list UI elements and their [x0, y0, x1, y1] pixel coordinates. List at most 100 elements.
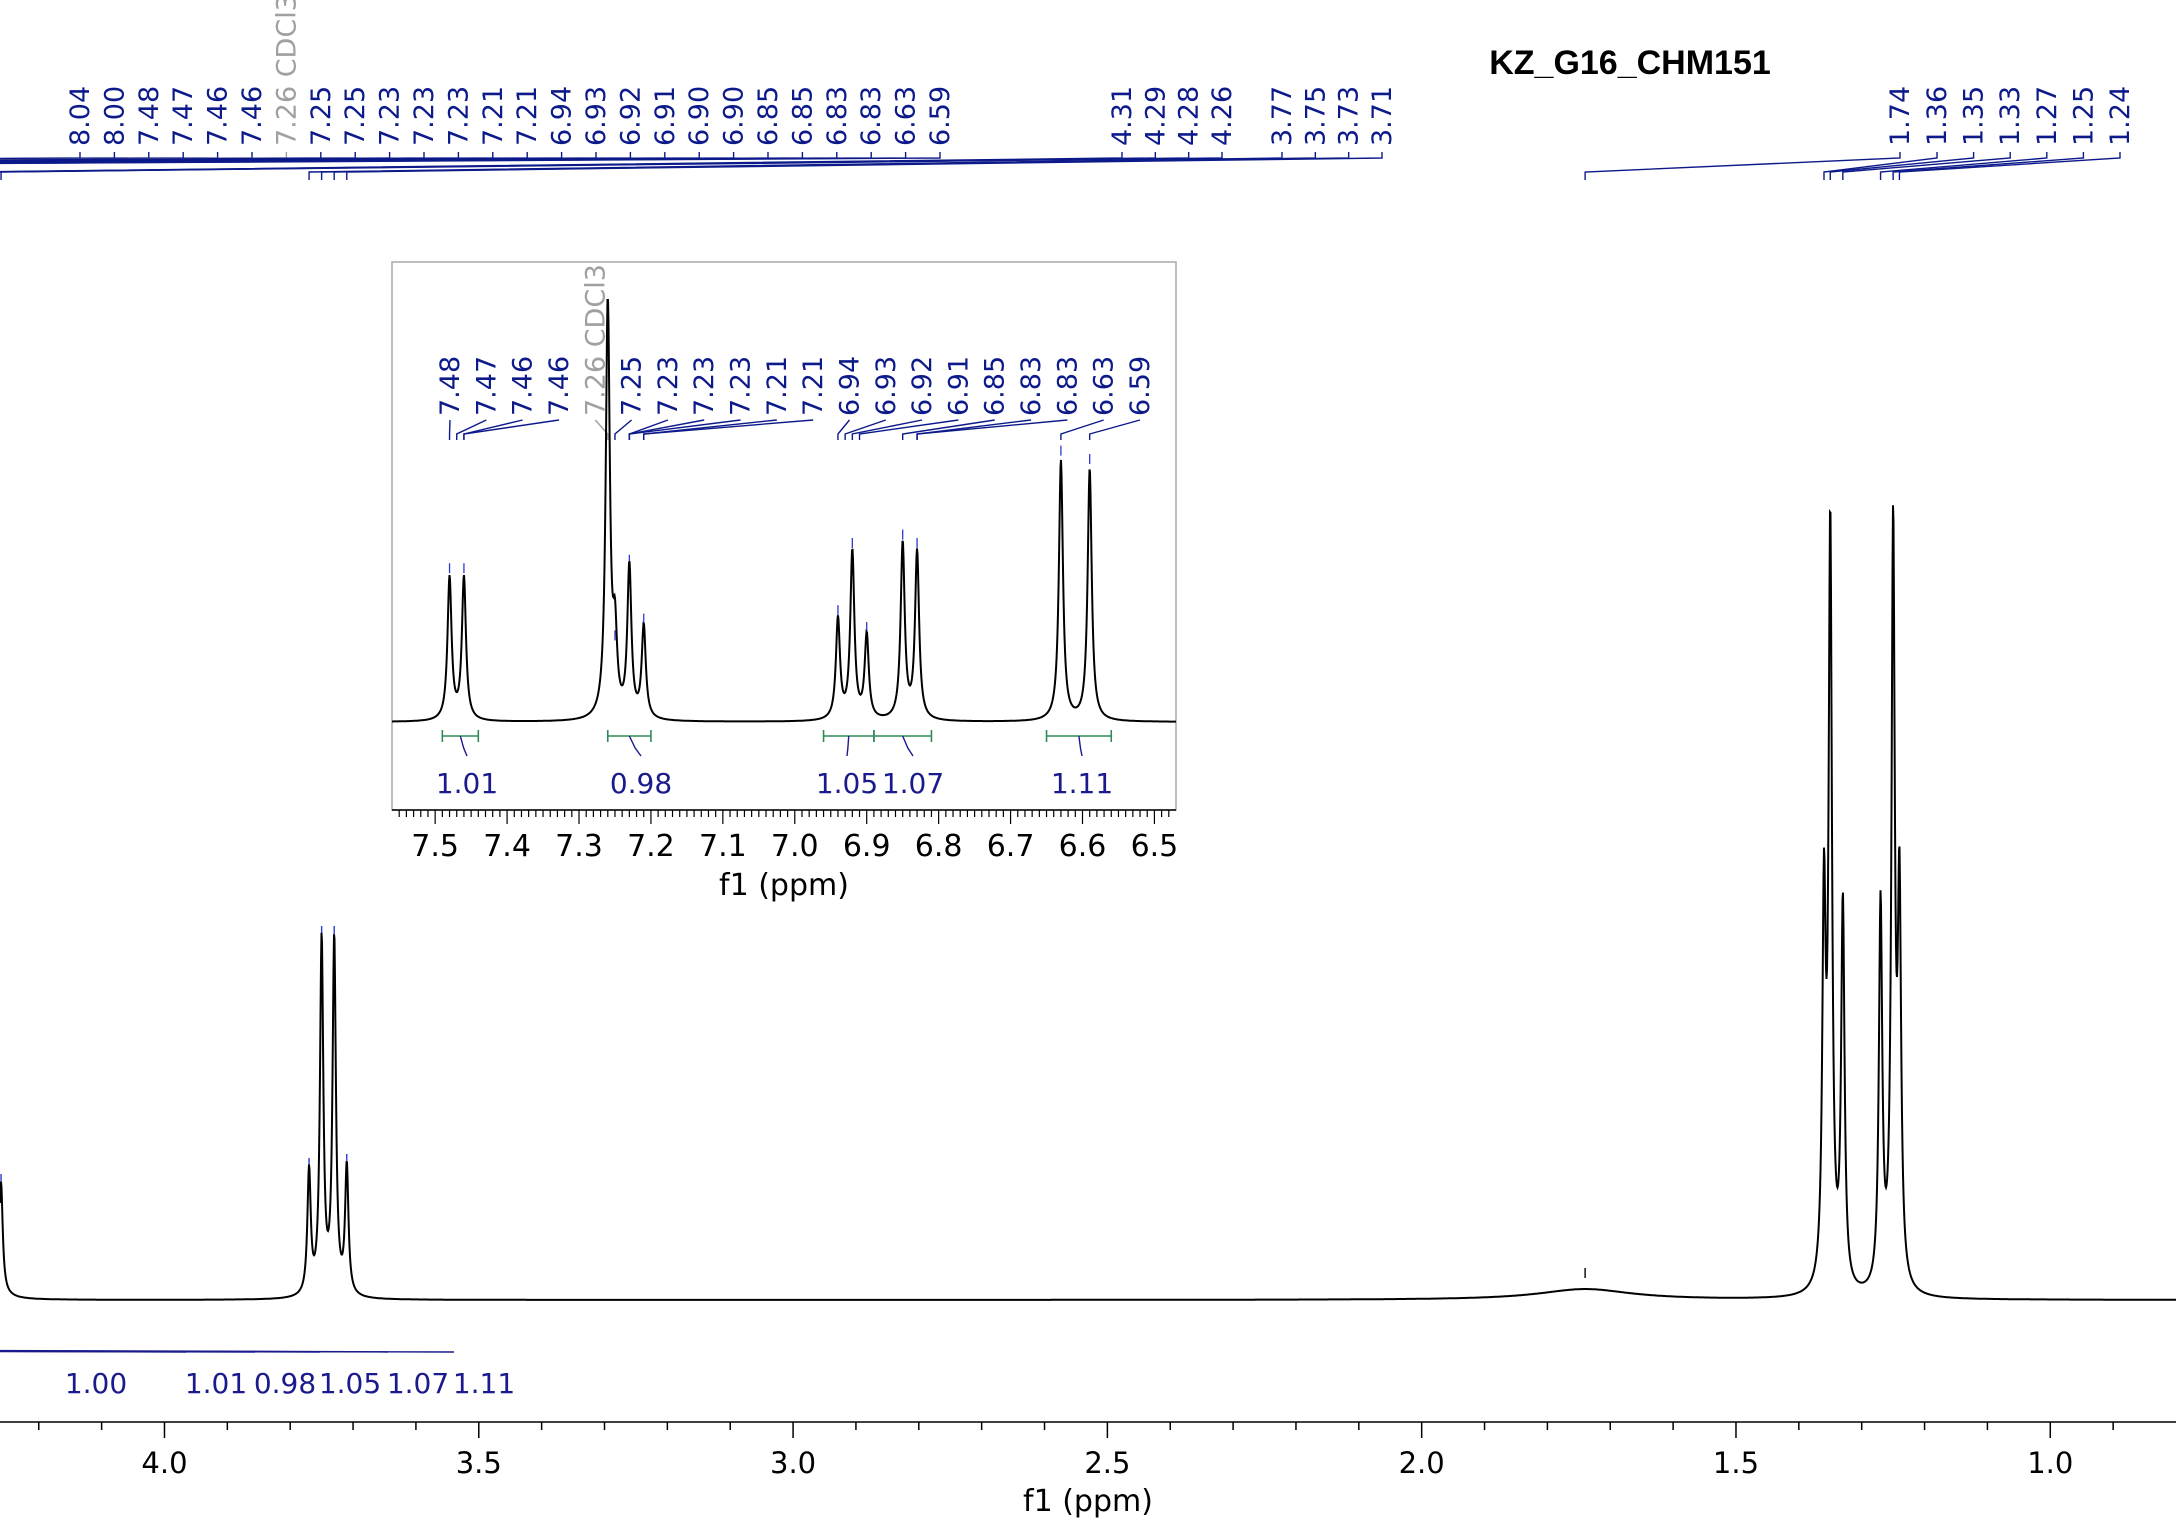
main-peak-connector [0, 152, 666, 163]
main-tick-label: 3.0 [770, 1446, 816, 1480]
main-peak-label: 6.85 [787, 86, 818, 146]
inset-integral-value: 1.05 [816, 767, 878, 800]
main-peak-connector [0, 152, 494, 162]
main-peak-connector [0, 152, 425, 162]
main-integral-connector [0, 1350, 321, 1353]
inset-peak-label: 7.23 [653, 356, 684, 416]
inset-peak-label: 7.46 [544, 356, 575, 416]
main-peak-connector [1898, 152, 2121, 180]
inset-peak-label: 7.23 [689, 356, 720, 416]
main-peak-label: 7.23 [375, 86, 406, 146]
inset-tick-label: 6.5 [1131, 829, 1179, 864]
main-integral-value: 1.05 [319, 1367, 381, 1400]
inset-peak-connector [643, 419, 814, 440]
main-peak-label: 7.21 [512, 86, 543, 146]
inset-integral-connector [1078, 735, 1083, 757]
main-peak-label: 7.23 [409, 86, 440, 146]
main-peak-label: 3.73 [1334, 86, 1365, 146]
main-integral-connector [0, 1350, 187, 1353]
main-peak-connector [0, 152, 804, 164]
inset-peak-connector [851, 419, 923, 440]
main-peak-label: 7.46 [203, 86, 234, 146]
main-peak-label: 4.28 [1174, 86, 1205, 146]
inset-peak-label: 6.83 [1016, 356, 1047, 416]
main-peak-label: 3.75 [1300, 86, 1331, 146]
inset-plot: 7.5 7.4 7.3 7.2 7.1 7.0 6.9 6.8 6.7 6.6 6.5 7.48 7.… [391, 261, 1179, 903]
main-peak-label: 3.71 [1367, 86, 1398, 146]
main-peak-connector [0, 152, 322, 161]
main-peak-label: 6.90 [684, 86, 715, 146]
inset-peak-connector [456, 419, 487, 440]
main-tick-label: 4.0 [141, 1446, 187, 1480]
inset-peak-connector [614, 419, 633, 440]
main-peak-connector [0, 152, 356, 161]
main-integral-value: 1.01 [185, 1367, 247, 1400]
inset-integral-value: 1.07 [882, 767, 944, 800]
inset-integral-connector [628, 735, 642, 757]
main-peak-label: 6.63 [891, 86, 922, 146]
inset-tick-label: 6.7 [987, 829, 1035, 864]
inset-peak-label: 7.46 [508, 356, 539, 416]
inset-peak-connector [628, 419, 741, 440]
main-peak-connector [0, 152, 1190, 173]
inset-peak-connector [463, 419, 560, 440]
main-peak-label: 6.93 [581, 86, 612, 146]
main-peak-connector [0, 152, 1223, 180]
inset-peak-label: 6.93 [871, 356, 902, 416]
inset-integral-value: 1.11 [1051, 767, 1113, 800]
main-peak-label: 6.90 [719, 86, 750, 146]
main-peak-connector [0, 152, 907, 164]
main-peak-label: 8.00 [99, 86, 130, 146]
inset-peak-label: 7.25 [617, 356, 648, 416]
inset-integral-connector [902, 735, 914, 757]
main-peak-label: 4.26 [1207, 86, 1238, 146]
inset-peak-connector [594, 419, 609, 440]
inset-tick-label: 6.6 [1059, 829, 1107, 864]
main-peak-connector [0, 152, 872, 164]
main-peak-connector [1879, 152, 2048, 180]
main-peak-label: 4.29 [1140, 86, 1171, 146]
main-integral-connector [0, 1350, 389, 1353]
inset-frame [391, 261, 1177, 811]
main-peak-label: 6.83 [856, 86, 887, 146]
main-peak-connector [0, 152, 528, 162]
main-peak-connector [0, 152, 150, 160]
main-peak-label: 7.26 CDCl3 [271, 0, 302, 146]
main-peak-label: 3.77 [1267, 86, 1298, 146]
main-integral-value: 1.11 [453, 1367, 515, 1400]
inset-tick-label: 6.8 [915, 829, 963, 864]
inset-integral-connector [459, 735, 468, 757]
main-peak-label: 1.35 [1959, 86, 1990, 146]
main-tick-label: 1.5 [1713, 1446, 1759, 1480]
inset-peak-label: 7.48 [435, 356, 466, 416]
inset-peak-connector [901, 419, 995, 440]
main-tick-label: 1.0 [2027, 1446, 2073, 1480]
inset-tick-label: 7.1 [699, 829, 747, 864]
main-peak-connector [1829, 152, 1975, 180]
inset-peak-label: 6.91 [943, 356, 974, 416]
inset-tick-label: 7.4 [483, 829, 531, 864]
inset-peak-connector [916, 419, 1068, 440]
inset-peak-connector [1060, 419, 1104, 440]
main-integral-connector [0, 1349, 455, 1353]
main-peak-label: 1.74 [1885, 86, 1916, 146]
chart-title: KZ_G16_CHM151 [1489, 44, 1771, 82]
main-peak-label: 7.25 [306, 86, 337, 146]
inset-tick-label: 6.9 [843, 829, 891, 864]
main-peak-label: 1.33 [1995, 86, 2026, 146]
main-peak-connector [0, 152, 288, 161]
inset-peak-connector [1088, 419, 1141, 440]
main-peak-label: 7.21 [478, 86, 509, 146]
inset-peak-label: 7.21 [798, 356, 829, 416]
inset-peak-label: 6.83 [1052, 356, 1083, 416]
main-peak-connector [0, 152, 632, 163]
main-peak-connector [1842, 152, 2011, 180]
main-peak-label: 1.27 [2032, 86, 2063, 146]
inset-peak-label: 6.63 [1089, 356, 1120, 416]
inset-peak-connector [837, 419, 851, 440]
inset-tick-label: 7.2 [627, 829, 675, 864]
main-peak-label: 8.04 [65, 86, 96, 146]
inset-peak-label: 6.85 [980, 356, 1011, 416]
main-peak-connector [0, 152, 116, 160]
inset-peak-label: 7.23 [726, 356, 757, 416]
